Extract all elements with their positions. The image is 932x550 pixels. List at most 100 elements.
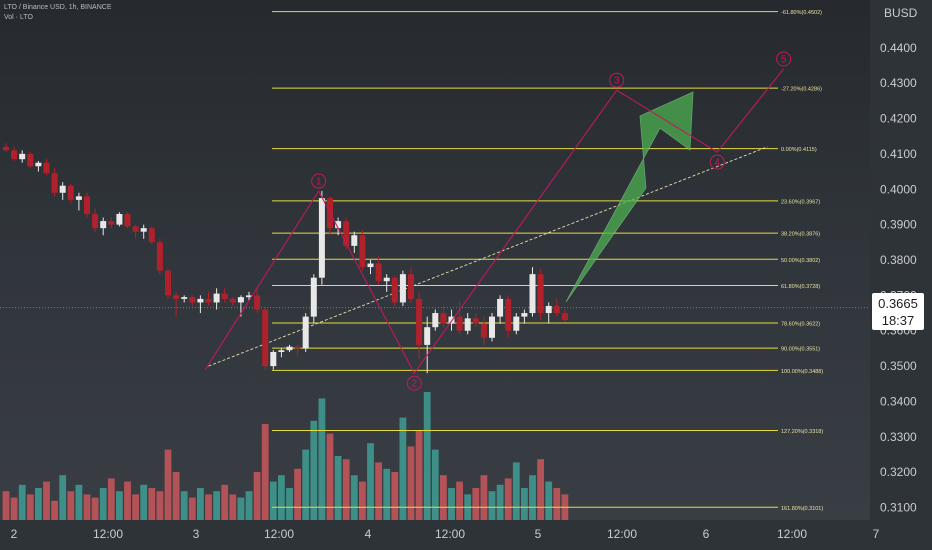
- candle-body: [173, 295, 180, 299]
- wave-marker-circle: [311, 173, 327, 189]
- volume-bar: [326, 433, 334, 520]
- volume-bar: [35, 488, 42, 520]
- volume-bar: [294, 468, 301, 520]
- candle-body: [51, 173, 58, 193]
- volume-bar: [221, 484, 229, 520]
- projection-arrow: [565, 91, 694, 303]
- volume-bar: [415, 430, 423, 520]
- volume-bar: [59, 475, 67, 520]
- candle-body: [165, 270, 171, 296]
- volume-bar: [18, 484, 26, 520]
- candle-body: [197, 298, 204, 303]
- wave-marker-circle: [709, 154, 725, 170]
- time-axis: 2 12:00 3 12:00 4 12:00 5 12:00 6 12:00 7: [0, 520, 932, 550]
- candle-body: [416, 298, 423, 345]
- price-tick: 0.4200: [880, 112, 917, 126]
- candle-body: [351, 235, 358, 246]
- volume-bar: [367, 443, 374, 520]
- volume-bar: [512, 462, 520, 520]
- candle-body: [440, 313, 447, 324]
- volume-bar: [334, 456, 342, 520]
- volume-bar: [399, 417, 407, 520]
- candle-body: [140, 228, 147, 232]
- candle-body: [43, 162, 50, 174]
- volume-bar: [407, 446, 415, 520]
- volume-bar: [456, 481, 463, 520]
- volume-bar: [545, 481, 553, 520]
- candle-body: [553, 305, 560, 314]
- candle-body: [205, 298, 212, 303]
- wave-marker-label: 2: [411, 379, 417, 390]
- volume-bar: [237, 497, 245, 520]
- fib-label: 127.20%(0.3318): [781, 429, 823, 435]
- trend-line: [208, 146, 768, 367]
- volume-bar: [213, 491, 220, 520]
- price-tick: 0.3500: [880, 359, 917, 373]
- candle-body: [545, 305, 552, 314]
- price-tick: 0.4400: [880, 41, 917, 55]
- candle-body: [27, 153, 34, 167]
- volume-bar: [472, 488, 480, 520]
- volume-bar: [504, 478, 512, 520]
- candle-body: [237, 297, 244, 303]
- candle-body: [318, 198, 325, 278]
- candle-body: [3, 146, 9, 151]
- fib-label: 50.00%(0.3802): [781, 258, 820, 264]
- candle-body: [367, 263, 374, 268]
- candle-body: [262, 309, 269, 367]
- volume-bar: [164, 449, 172, 520]
- volume-bar: [480, 475, 488, 520]
- candle-body: [472, 318, 479, 324]
- candle-body: [497, 298, 504, 317]
- price-tick: 0.4000: [880, 182, 917, 196]
- volume-bar: [383, 468, 391, 520]
- fib-label: 161.80%(0.3101): [781, 506, 823, 512]
- volume-bar: [2, 491, 10, 520]
- candle-body: [521, 313, 528, 317]
- volume-bar: [496, 484, 504, 520]
- candle-body: [302, 316, 309, 349]
- volume-bar: [245, 491, 253, 520]
- fib-label: 61.80%(0.3728): [781, 284, 820, 290]
- candle-body: [399, 274, 406, 303]
- volume-bar: [350, 475, 358, 520]
- price-tick: 0.3400: [880, 394, 917, 408]
- candle-body: [375, 263, 382, 282]
- volume-bar: [440, 475, 447, 520]
- fibonacci-levels: -61.80%(0.4502) -27.20%(0.4286) 0.00%(0.41…: [272, 10, 823, 512]
- time-tick: 7: [873, 527, 880, 541]
- candle-body: [19, 153, 26, 160]
- volume-bar: [10, 497, 18, 520]
- volume-bar: [423, 392, 431, 520]
- wave-marker-circle: [406, 375, 422, 391]
- volume-bar: [51, 500, 58, 520]
- wave-marker-label: 4: [714, 158, 720, 169]
- symbol-line: LTO / Binance USD, 1h, BINANCE: [4, 4, 112, 11]
- candle-body: [561, 313, 568, 321]
- volume-bar: [529, 475, 536, 520]
- volume-bar: [140, 484, 148, 520]
- fib-label: 90.00%(0.3551): [781, 347, 820, 353]
- volume-bar: [229, 494, 237, 520]
- candle-body: [456, 316, 463, 331]
- time-tick: 12:00: [607, 527, 637, 541]
- volume-bar: [488, 491, 496, 520]
- candle-body: [343, 221, 350, 246]
- time-tick: 5: [535, 527, 542, 541]
- candle-body: [383, 277, 390, 282]
- current-price-label: 0.3665 18:37: [872, 293, 924, 330]
- price-tick: 0.3300: [880, 430, 917, 444]
- candle-body: [335, 221, 342, 229]
- bar-countdown: 18:37: [881, 313, 915, 328]
- elliott-wave: [204, 68, 785, 375]
- candle-body: [489, 316, 495, 338]
- candle-body: [100, 221, 107, 229]
- volume-bar: [197, 488, 204, 520]
- fib-label: 38.20%(0.3876): [781, 232, 820, 238]
- wave-marker-label: 3: [614, 76, 620, 87]
- price-tick: 0.3800: [880, 253, 917, 267]
- volume-bar: [521, 488, 528, 520]
- price-tick: 0.3200: [880, 465, 917, 479]
